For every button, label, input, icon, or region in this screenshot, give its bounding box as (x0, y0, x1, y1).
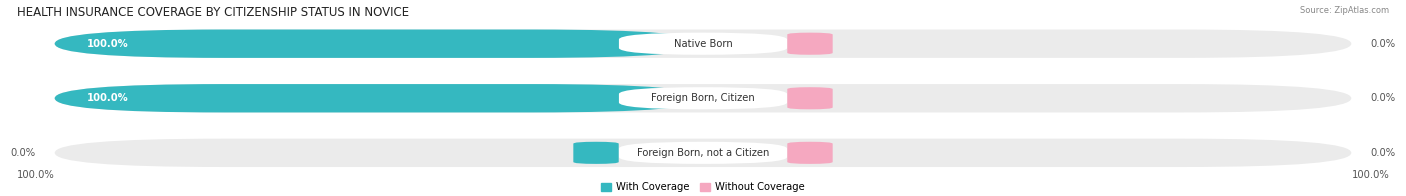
FancyBboxPatch shape (574, 33, 619, 55)
Legend: With Coverage, Without Coverage: With Coverage, Without Coverage (598, 178, 808, 196)
Text: 100.0%: 100.0% (17, 170, 55, 180)
Text: 100.0%: 100.0% (87, 39, 129, 49)
Text: Source: ZipAtlas.com: Source: ZipAtlas.com (1301, 6, 1389, 15)
Text: Foreign Born, Citizen: Foreign Born, Citizen (651, 93, 755, 103)
Text: 0.0%: 0.0% (1371, 148, 1396, 158)
FancyBboxPatch shape (787, 87, 832, 109)
FancyBboxPatch shape (787, 33, 832, 55)
Text: 0.0%: 0.0% (1371, 93, 1396, 103)
FancyBboxPatch shape (55, 139, 1351, 167)
Text: 0.0%: 0.0% (1371, 39, 1396, 49)
FancyBboxPatch shape (574, 87, 619, 109)
FancyBboxPatch shape (574, 142, 619, 164)
FancyBboxPatch shape (619, 87, 787, 109)
Text: Native Born: Native Born (673, 39, 733, 49)
FancyBboxPatch shape (787, 142, 832, 164)
FancyBboxPatch shape (55, 30, 703, 58)
FancyBboxPatch shape (55, 84, 1351, 113)
Text: 100.0%: 100.0% (87, 93, 129, 103)
Text: 100.0%: 100.0% (1351, 170, 1389, 180)
FancyBboxPatch shape (619, 142, 787, 164)
Text: HEALTH INSURANCE COVERAGE BY CITIZENSHIP STATUS IN NOVICE: HEALTH INSURANCE COVERAGE BY CITIZENSHIP… (17, 6, 409, 19)
FancyBboxPatch shape (55, 84, 703, 113)
Text: Foreign Born, not a Citizen: Foreign Born, not a Citizen (637, 148, 769, 158)
FancyBboxPatch shape (619, 33, 787, 55)
FancyBboxPatch shape (55, 30, 1351, 58)
Text: 0.0%: 0.0% (10, 148, 35, 158)
